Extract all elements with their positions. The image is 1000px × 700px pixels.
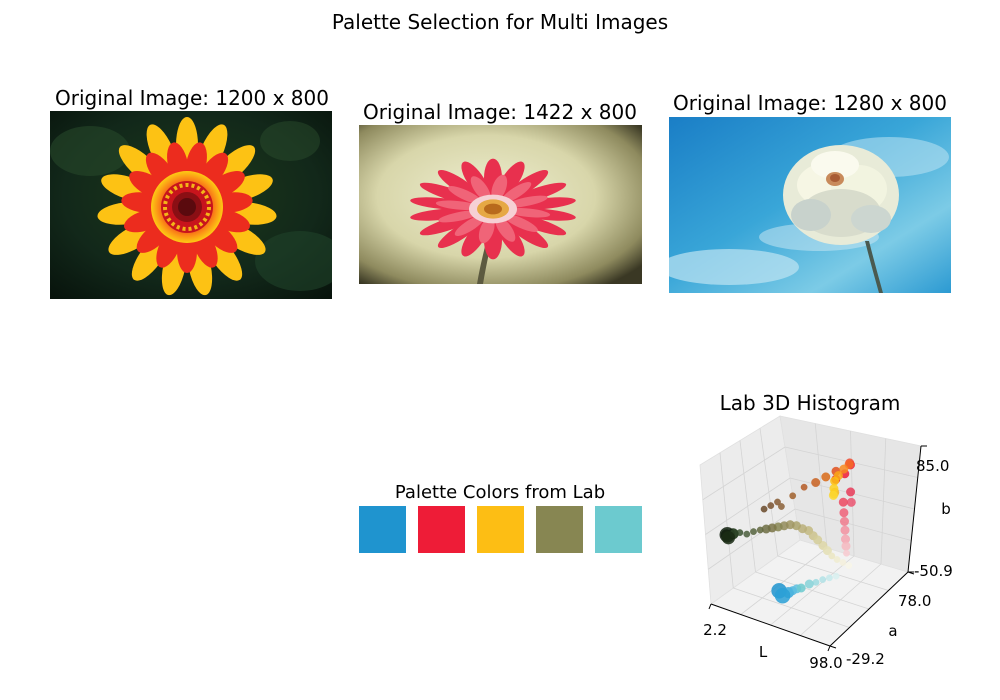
z-axis-line [907, 445, 922, 573]
x-tick-label-min: 2.2 [703, 621, 727, 639]
image-1-title: Original Image: 1200 x 800 [55, 86, 329, 110]
lab-point [828, 490, 838, 500]
y-axis-line [829, 571, 909, 647]
lab-point [796, 583, 806, 593]
histogram-axes [708, 445, 927, 652]
x-tick-label-max: 98.0 [809, 654, 842, 672]
histogram-points [719, 458, 856, 604]
lab-point [756, 526, 764, 534]
image-3-title: Original Image: 1280 x 800 [673, 91, 947, 115]
lab-point [800, 483, 808, 491]
gridline [759, 428, 779, 557]
image-2-gerbera [359, 125, 642, 284]
lab-point [839, 464, 849, 474]
lab-point [839, 508, 849, 518]
gridline [777, 555, 889, 591]
gridline [755, 571, 870, 610]
histogram-title: Lab 3D Histogram [719, 391, 901, 415]
image-3-dahlia [669, 117, 951, 293]
lab-point [832, 572, 840, 580]
lab-point [846, 487, 856, 497]
image-2-title: Original Image: 1422 x 800 [363, 100, 637, 124]
gridline [702, 446, 786, 501]
lab-point [811, 477, 821, 488]
x-tick-min [708, 603, 712, 610]
z-axis-label: b [941, 500, 951, 518]
lab-3d-histogram: 2.2 98.0 L -29.2 78.0a -50.9 85.0 b [699, 415, 953, 672]
palette-swatch-3 [477, 506, 524, 553]
lab-point [721, 530, 736, 545]
z-tick-label-max: 85.0 [916, 457, 949, 475]
palette-swatch-1 [359, 506, 406, 553]
image-1-zinnia [50, 111, 332, 299]
histogram-labels: 2.2 98.0 L -29.2 78.0a -50.9 85.0 b [703, 457, 953, 672]
y-tick-label-min: -29.2 [846, 650, 885, 668]
lab-point [821, 472, 831, 482]
x-axis-label: L [759, 643, 768, 661]
lab-point [822, 546, 832, 556]
lab-point [789, 492, 797, 500]
lab-point [825, 574, 833, 582]
lab-point [839, 516, 850, 526]
lab-point [804, 579, 814, 589]
y-tick-min [829, 645, 837, 649]
palette-swatch-2 [418, 506, 465, 553]
lab-point [767, 502, 775, 510]
palette-swatch-5 [595, 506, 642, 553]
lab-point [819, 576, 827, 584]
figure-suptitle: Palette Selection for Multi Images [331, 10, 669, 34]
gridline [799, 563, 882, 636]
lab-point [840, 525, 850, 535]
lab-point [841, 541, 851, 551]
lab-point [813, 535, 823, 545]
lab-point [743, 530, 751, 538]
y-tick-label-max: 78.0 [898, 592, 931, 610]
gridline [705, 477, 791, 535]
z-tick-label-min: -50.9 [914, 562, 953, 580]
histogram-gridlines [702, 423, 918, 636]
x-tick-max [827, 645, 831, 652]
lab-point [833, 556, 841, 563]
lab-point [774, 498, 781, 506]
palette-swatch-4 [536, 506, 583, 553]
lab-point [774, 587, 791, 604]
palette-swatches [359, 506, 642, 553]
lab-point [843, 549, 850, 557]
lab-point [760, 505, 768, 513]
lab-point [750, 528, 757, 536]
lab-point [846, 497, 856, 507]
x-axis-line [710, 603, 831, 647]
lab-point [838, 497, 848, 507]
lab-point [845, 562, 853, 569]
lab-point [828, 552, 836, 560]
lab-point [777, 503, 785, 510]
y-axis-label: a [888, 622, 897, 640]
palette-title: Palette Colors from Lab [394, 482, 606, 503]
gridline [880, 438, 887, 565]
lab-point [839, 559, 847, 566]
